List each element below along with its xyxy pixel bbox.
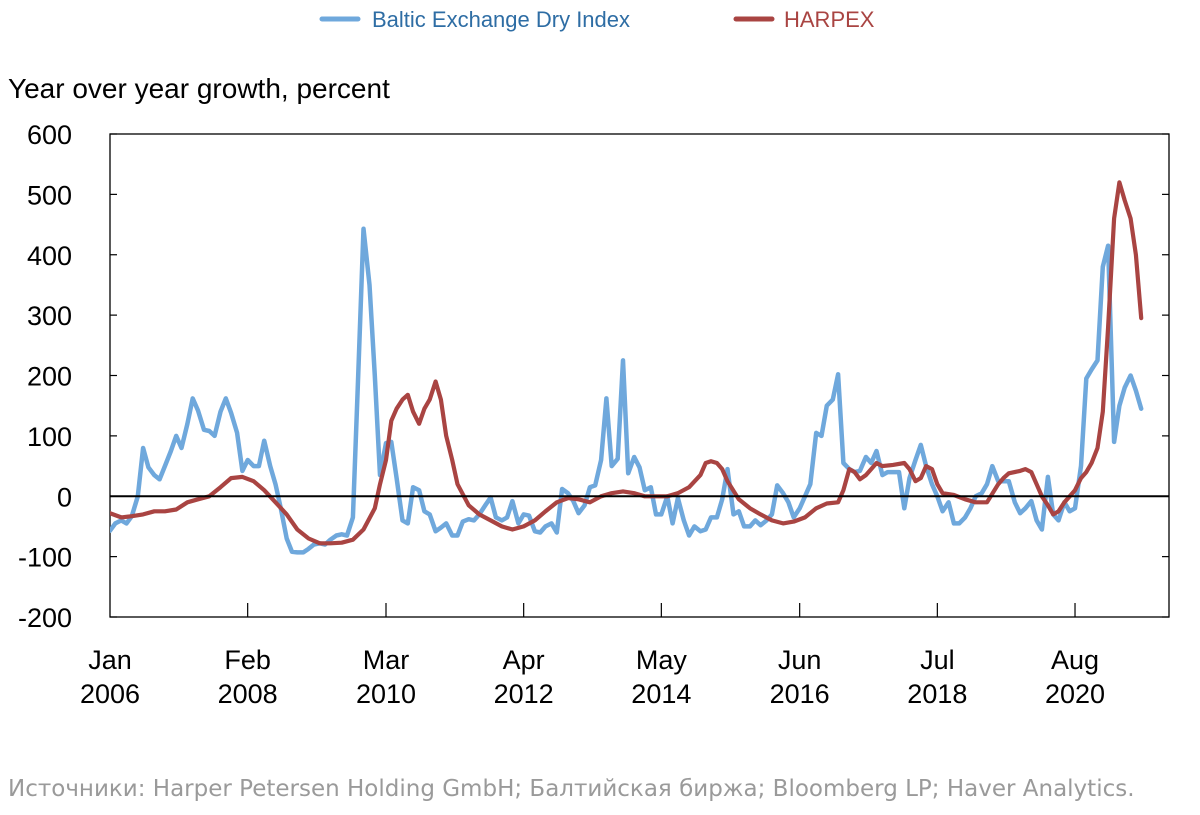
y-tick-label: 300 (27, 301, 72, 331)
x-tick-label-month: Apr (503, 645, 545, 675)
plot-frame (109, 133, 1170, 618)
x-tick-label-month: Jul (920, 645, 955, 675)
plot-area: 600 500 400 300 200 100 0 -100 -200 Jan 2006 Feb 200… (18, 120, 1170, 709)
series-line-harpex (110, 180, 1144, 546)
legend: Baltic Exchange Dry Index HARPEX (319, 7, 875, 32)
x-tick-label-year: 2016 (770, 679, 830, 709)
y-tick-label: -100 (18, 543, 72, 573)
legend-label-bdi: Baltic Exchange Dry Index (372, 7, 630, 32)
legend-label-harpex: HARPEX (784, 7, 875, 32)
y-tick-label: -200 (18, 603, 72, 633)
x-tick-label-year: 2006 (80, 679, 140, 709)
x-tick-label-year: 2008 (218, 679, 278, 709)
y-tick-label: 600 (27, 120, 72, 150)
y-tick-label: 0 (57, 482, 72, 512)
x-tick-label-year: 2018 (907, 679, 967, 709)
y-tick-label: 200 (27, 362, 72, 392)
line-chart: Baltic Exchange Dry Index HARPEX Year ov… (8, 7, 1170, 709)
x-tick-label-month: Mar (363, 645, 410, 675)
x-tick-label-month: Jun (778, 645, 822, 675)
y-tick-label: 500 (27, 180, 72, 210)
x-tick-label-year: 2012 (494, 679, 554, 709)
x-tick-label-month: Jan (88, 645, 132, 675)
x-tick-label-month: Feb (224, 645, 271, 675)
source-note: Источники: Harper Petersen Holding GmbH;… (8, 776, 1135, 802)
x-tick-label-year: 2020 (1045, 679, 1105, 709)
series-line-bdi (110, 226, 1144, 555)
x-tick-label-month: May (636, 645, 688, 675)
y-tick-label: 100 (27, 422, 72, 452)
x-tick-label-year: 2010 (356, 679, 416, 709)
y-tick-label: 400 (27, 241, 72, 271)
x-tick-label-month: Aug (1051, 645, 1099, 675)
y-axis-label: Year over year growth, percent (8, 73, 390, 104)
x-tick-label-year: 2014 (631, 679, 691, 709)
